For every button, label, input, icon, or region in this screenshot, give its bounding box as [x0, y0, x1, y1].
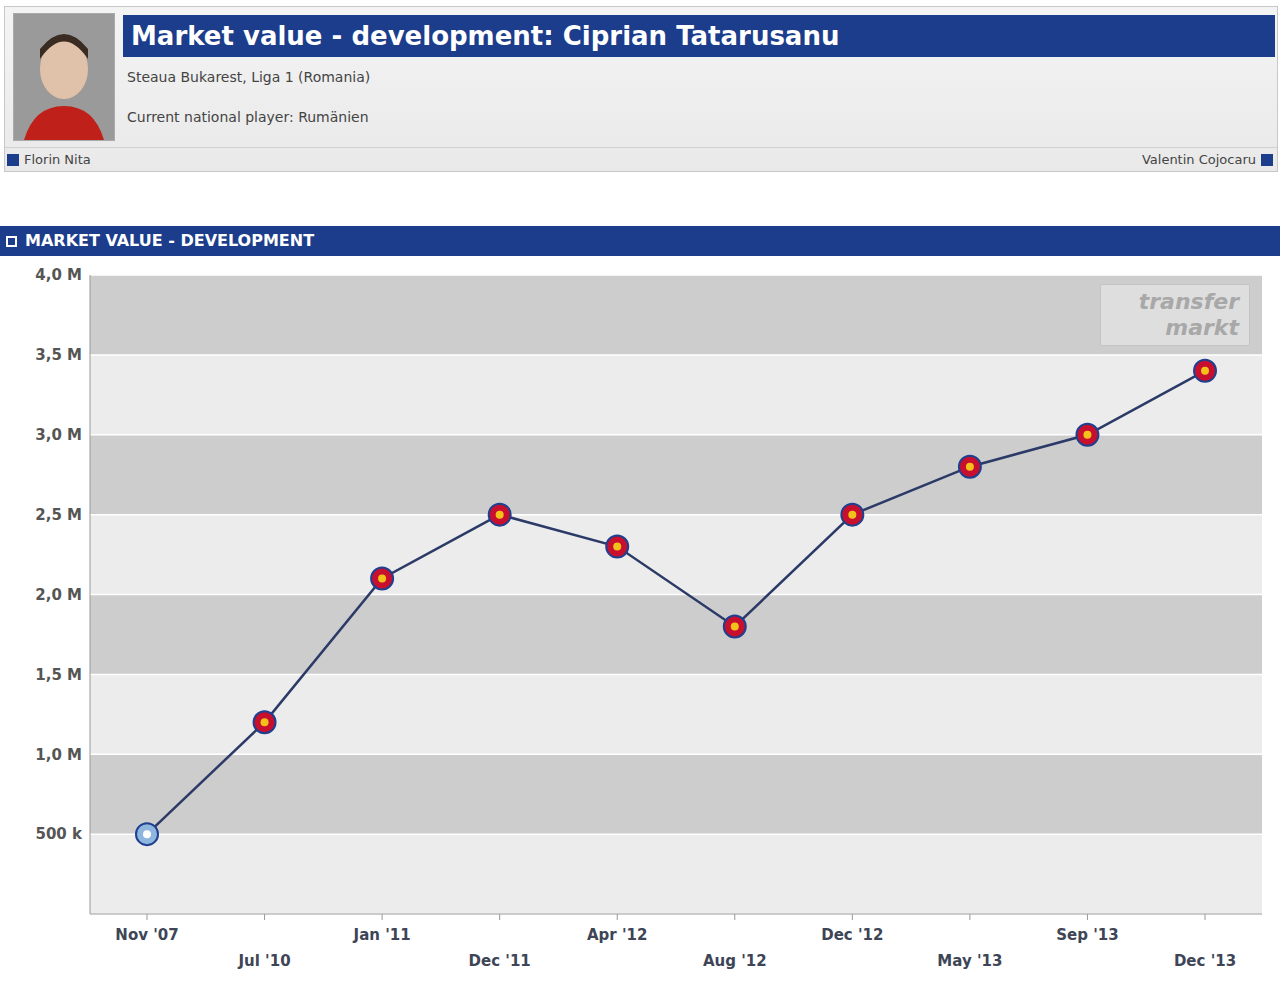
svg-text:1,5 M: 1,5 M [35, 666, 82, 684]
svg-text:Nov '07: Nov '07 [115, 926, 178, 944]
svg-text:3,0 M: 3,0 M [35, 426, 82, 444]
svg-text:Dec '12: Dec '12 [821, 926, 883, 944]
svg-text:Jan '11: Jan '11 [353, 926, 411, 944]
svg-text:3,5 M: 3,5 M [35, 346, 82, 364]
svg-text:Dec '13: Dec '13 [1174, 952, 1236, 970]
html-text:Florin Nita: Florin Nita [24, 152, 91, 167]
svg-text:Aug '12: Aug '12 [703, 952, 767, 970]
svg-text:1,0 M: 1,0 M [35, 746, 82, 764]
svg-text:Jul '10: Jul '10 [238, 952, 291, 970]
svg-text:Sep '13: Sep '13 [1056, 926, 1118, 944]
svg-text:May '13: May '13 [937, 952, 1002, 970]
html-text:MARKET VALUE - DEVELOPMENT: MARKET VALUE - DEVELOPMENT [25, 231, 315, 250]
html-text:Current national player: Rumän: Current national player: Rumänien [127, 109, 369, 125]
svg-text:Dec '11: Dec '11 [469, 952, 531, 970]
svg-text:4,0 M: 4,0 M [35, 266, 82, 284]
html-text:transfer: transfer [1138, 289, 1239, 314]
html-text:Steaua Bukarest, Liga 1 (Roman: Steaua Bukarest, Liga 1 (Romania) [127, 69, 371, 85]
svg-text:2,0 M: 2,0 M [35, 586, 82, 604]
html-text:markt: markt [1165, 315, 1239, 340]
html-text:Market value - development: Ci: Market value - development: Ciprian Tata… [131, 21, 840, 51]
html-text:Valentin Cojocaru: Valentin Cojocaru [1141, 152, 1256, 167]
svg-text:Apr '12: Apr '12 [587, 926, 647, 944]
svg-text:500 k: 500 k [35, 825, 83, 843]
svg-text:2,5 M: 2,5 M [35, 506, 82, 524]
